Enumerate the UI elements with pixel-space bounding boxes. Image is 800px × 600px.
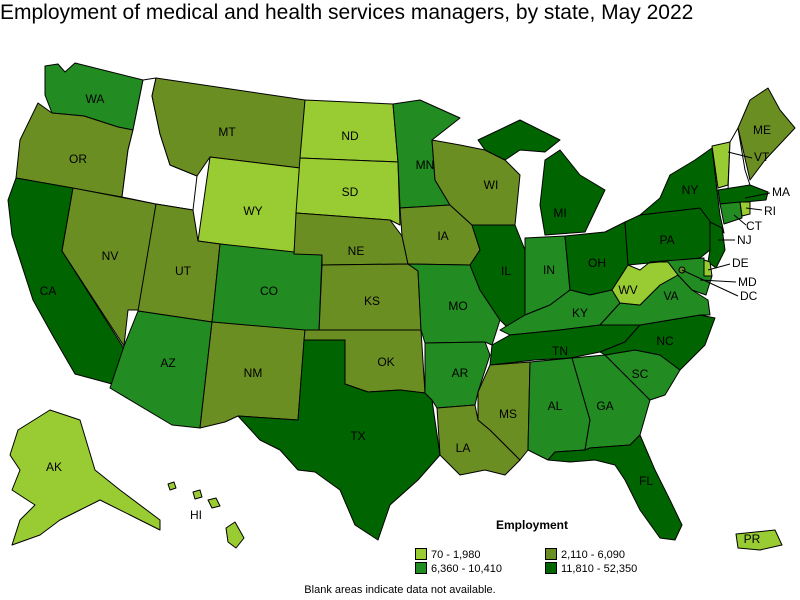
svg-text:AZ: AZ [160, 356, 175, 370]
state-nh[interactable] [727, 127, 751, 191]
svg-text:OK: OK [377, 355, 394, 369]
state-tx[interactable] [237, 339, 441, 541]
map-title: Employment of medical and health service… [0, 1, 694, 24]
svg-text:TN: TN [552, 344, 568, 358]
state-fl[interactable] [547, 434, 683, 541]
svg-text:IL: IL [501, 264, 511, 278]
svg-text:WA: WA [86, 92, 105, 106]
state-wi[interactable] [431, 139, 521, 226]
legend: Employment 70 - 1,980 2,110 - 6,090 6,36… [413, 516, 637, 576]
svg-text:NC: NC [656, 334, 674, 348]
legend-swatch-3 [415, 562, 427, 574]
svg-text:SD: SD [342, 185, 359, 199]
svg-text:DE: DE [732, 256, 749, 270]
state-la[interactable] [436, 404, 521, 476]
svg-text:MD: MD [738, 275, 757, 289]
svg-text:CO: CO [260, 284, 278, 298]
svg-text:UT: UT [175, 264, 192, 278]
svg-text:LA: LA [456, 441, 471, 455]
legend-label-3: 6,360 - 10,410 [431, 563, 502, 575]
state-me[interactable] [737, 87, 796, 181]
small-state-labels: VT MA RI CT NJ DE MD DC [732, 150, 790, 303]
legend-item-2: 2,110 - 6,090 [545, 548, 625, 562]
svg-text:MO: MO [448, 299, 467, 313]
legend-label-4: 11,810 - 52,350 [561, 563, 638, 575]
state-ri[interactable] [739, 201, 751, 217]
legend-item-4: 11,810 - 52,350 [545, 562, 637, 576]
state-leader-lines [681, 151, 771, 297]
svg-text:WV: WV [618, 283, 637, 297]
legend-label-2: 2,110 - 6,090 [561, 549, 626, 561]
svg-text:KY: KY [572, 306, 588, 320]
svg-text:WY: WY [243, 204, 262, 218]
svg-text:HI: HI [190, 508, 202, 522]
state-ny[interactable] [639, 147, 725, 234]
svg-text:ME: ME [753, 123, 771, 137]
svg-text:AL: AL [548, 399, 563, 413]
svg-text:NV: NV [102, 249, 119, 263]
svg-text:DC: DC [740, 289, 758, 303]
svg-text:CA: CA [40, 284, 57, 298]
svg-text:FL: FL [639, 474, 653, 488]
svg-text:SC: SC [632, 367, 649, 381]
svg-text:ND: ND [341, 129, 359, 143]
svg-text:IA: IA [437, 229, 448, 243]
svg-text:NM: NM [244, 366, 263, 380]
legend-item-3: 6,360 - 10,410 [415, 562, 502, 576]
svg-text:AR: AR [452, 366, 469, 380]
svg-text:CT: CT [746, 219, 763, 233]
legend-swatch-4 [545, 562, 557, 574]
svg-text:OH: OH [588, 256, 606, 270]
svg-text:OR: OR [69, 152, 87, 166]
svg-text:AK: AK [46, 460, 62, 474]
svg-text:VT: VT [754, 150, 770, 164]
svg-text:GA: GA [596, 399, 613, 413]
state-md[interactable] [649, 257, 713, 296]
svg-text:MS: MS [499, 407, 517, 421]
svg-text:WI: WI [484, 178, 499, 192]
svg-text:MA: MA [772, 185, 790, 199]
footnote: Blank areas indicate data not available. [304, 584, 496, 596]
svg-text:RI: RI [764, 204, 776, 218]
state-mi[interactable] [477, 119, 606, 236]
svg-text:NE: NE [348, 244, 365, 258]
legend-title: Employment [496, 518, 569, 532]
svg-text:MN: MN [416, 158, 435, 172]
svg-text:PA: PA [659, 233, 674, 247]
legend-label-1: 70 - 1,980 [431, 549, 481, 561]
state-ct[interactable] [719, 201, 743, 225]
svg-text:NY: NY [682, 183, 699, 197]
legend-item-1: 70 - 1,980 [415, 548, 481, 562]
svg-text:MI: MI [553, 206, 566, 220]
svg-text:PR: PR [744, 532, 761, 546]
svg-text:MT: MT [218, 125, 236, 139]
svg-text:KS: KS [364, 294, 380, 308]
state-sd[interactable] [295, 157, 401, 226]
state-hi[interactable] [167, 481, 245, 549]
svg-text:IN: IN [543, 263, 555, 277]
state-pr[interactable] [735, 529, 783, 551]
svg-text:VA: VA [663, 289, 678, 303]
state-nj[interactable] [707, 221, 726, 269]
state-labels: WA OR CA NV MT WY UT AZ CO NM ND SD NE K… [40, 92, 771, 546]
state-ak[interactable] [9, 409, 161, 546]
svg-text:NJ: NJ [737, 233, 752, 247]
legend-swatch-2 [545, 548, 557, 560]
state-il[interactable] [469, 224, 526, 331]
legend-swatch-1 [415, 548, 427, 560]
svg-text:TX: TX [350, 429, 365, 443]
